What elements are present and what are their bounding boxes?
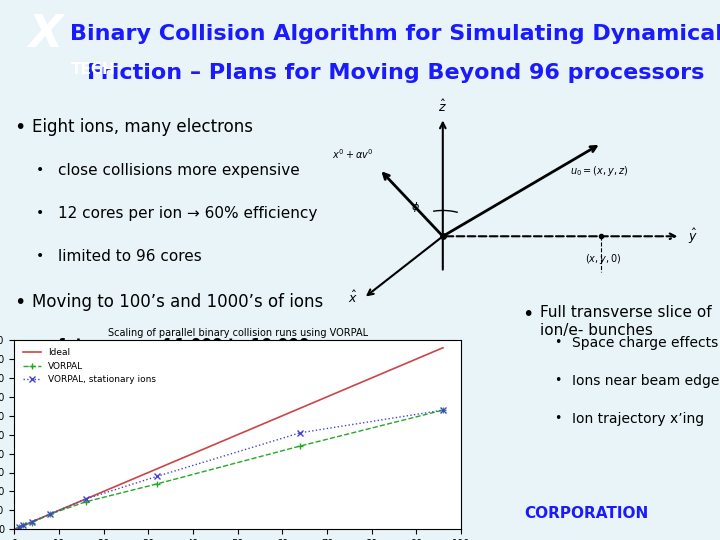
Text: Ion trajectory x’ing: Ion trajectory x’ing	[572, 412, 705, 426]
Text: •: •	[36, 163, 44, 177]
VORPAL	[81, 498, 90, 505]
Legend: Ideal, VORPAL, VORPAL, stationary ions: Ideal, VORPAL, VORPAL, stationary ions	[19, 345, 159, 388]
Text: Full transverse slice of
ion/e- bunches: Full transverse slice of ion/e- bunches	[540, 305, 711, 338]
Text: 12 cores per ion → 60% efficiency: 12 cores per ion → 60% efficiency	[58, 206, 317, 221]
Text: •: •	[36, 206, 44, 220]
Text: $(x,y,0)$: $(x,y,0)$	[585, 252, 622, 266]
Text: $\hat{x}$: $\hat{x}$	[348, 291, 358, 306]
Text: •: •	[14, 293, 26, 312]
VORPAL, stationary ions	[438, 407, 447, 414]
Text: •: •	[554, 336, 562, 349]
VORPAL	[19, 522, 27, 529]
VORPAL, stationary ions	[46, 511, 55, 517]
VORPAL, stationary ions	[28, 518, 37, 525]
Text: $\phi$: $\phi$	[411, 200, 420, 214]
Text: limited to 96 cores: limited to 96 cores	[58, 249, 202, 265]
Text: Eight ions, many electrons: Eight ions, many electrons	[32, 118, 253, 136]
Text: •: •	[522, 305, 534, 325]
Line: VORPAL, stationary ions: VORPAL, stationary ions	[15, 407, 446, 531]
Text: TECH: TECH	[71, 63, 116, 77]
Text: •: •	[14, 118, 26, 137]
VORPAL	[296, 443, 305, 449]
Text: Moving to 100’s and 1000’s of ions: Moving to 100’s and 1000’s of ions	[32, 293, 324, 310]
Text: •: •	[36, 249, 44, 264]
Text: Binary Collision Algorithm for Simulating Dynamical: Binary Collision Algorithm for Simulatin…	[70, 24, 720, 44]
VORPAL, stationary ions	[81, 496, 90, 502]
Text: Friction – Plans for Moving Beyond 96 processors: Friction – Plans for Moving Beyond 96 pr…	[87, 63, 705, 83]
Text: close collisions more expensive: close collisions more expensive	[58, 163, 300, 178]
Text: Ions near beam edge: Ions near beam edge	[572, 374, 720, 388]
VORPAL	[14, 524, 23, 530]
VORPAL, stationary ions	[14, 524, 23, 530]
Text: •: •	[36, 338, 44, 352]
VORPAL	[28, 519, 37, 526]
VORPAL, stationary ions	[153, 473, 161, 480]
VORPAL, stationary ions	[19, 522, 27, 529]
Text: Space charge effects: Space charge effects	[572, 336, 719, 350]
Text: $\hat{z}$: $\hat{z}$	[438, 99, 447, 116]
Text: •: •	[554, 374, 562, 387]
Text: •: •	[554, 412, 562, 425]
Text: $x^0+\alpha v^0$: $x^0+\alpha v^0$	[332, 147, 374, 161]
VORPAL, stationary ions	[296, 430, 305, 436]
VORPAL	[46, 511, 55, 517]
Title: Scaling of parallel binary collision runs using VORPAL: Scaling of parallel binary collision run…	[107, 328, 368, 338]
Text: $u_0=(x,y,z)$: $u_0=(x,y,z)$	[570, 164, 628, 178]
VORPAL	[438, 407, 447, 414]
Text: CORPORATION: CORPORATION	[525, 505, 649, 521]
VORPAL	[153, 481, 161, 487]
Text: future use of 1,000 to 10,000 cores: future use of 1,000 to 10,000 cores	[58, 338, 361, 353]
Text: X: X	[28, 12, 63, 56]
Line: VORPAL: VORPAL	[15, 407, 446, 531]
Text: $\hat{y}$: $\hat{y}$	[688, 227, 698, 246]
